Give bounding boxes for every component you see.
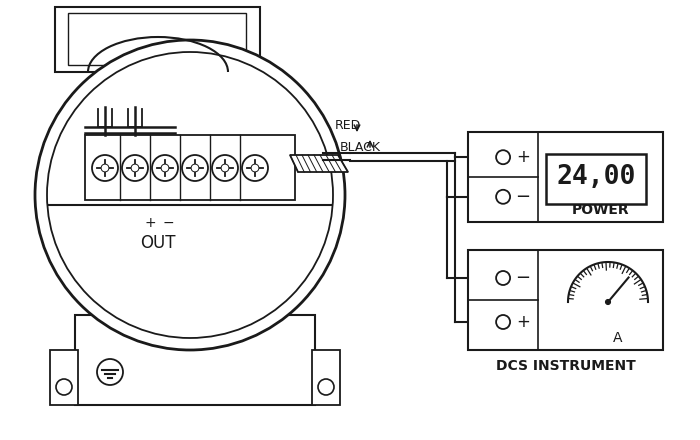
Circle shape (47, 52, 333, 338)
Circle shape (182, 155, 208, 181)
Bar (55, 7, 260, 72)
Text: −: − (515, 269, 531, 287)
Bar (50, 350, 78, 405)
Bar (75, 315, 315, 405)
Text: 24,00: 24,00 (556, 164, 636, 190)
Circle shape (161, 164, 169, 172)
Circle shape (221, 164, 229, 172)
Text: POWER: POWER (572, 203, 629, 217)
Circle shape (131, 164, 139, 172)
Text: −: − (162, 216, 174, 230)
Bar (468, 132, 663, 222)
Text: A: A (613, 331, 623, 345)
Text: −: − (515, 188, 531, 206)
Text: OUT: OUT (140, 234, 176, 252)
Circle shape (496, 315, 510, 329)
Circle shape (212, 155, 238, 181)
Circle shape (496, 271, 510, 285)
Bar (68, 13, 246, 65)
Bar (312, 350, 340, 405)
Polygon shape (290, 155, 348, 172)
Text: RED: RED (335, 118, 361, 132)
Text: +: + (516, 148, 530, 166)
Circle shape (92, 155, 118, 181)
Text: +: + (516, 313, 530, 331)
Bar (546, 154, 646, 204)
Circle shape (496, 150, 510, 164)
Circle shape (97, 359, 123, 385)
Circle shape (242, 155, 268, 181)
Circle shape (496, 190, 510, 204)
Circle shape (191, 164, 199, 172)
Circle shape (101, 164, 109, 172)
Circle shape (56, 379, 72, 395)
Circle shape (152, 155, 178, 181)
Circle shape (318, 379, 334, 395)
Circle shape (122, 155, 148, 181)
Bar (468, 250, 663, 350)
Circle shape (35, 40, 345, 350)
Circle shape (251, 164, 259, 172)
Circle shape (606, 300, 610, 304)
Bar (85, 135, 295, 200)
Text: +: + (144, 216, 156, 230)
Text: DCS INSTRUMENT: DCS INSTRUMENT (496, 359, 636, 373)
Text: BLACK: BLACK (340, 140, 381, 154)
